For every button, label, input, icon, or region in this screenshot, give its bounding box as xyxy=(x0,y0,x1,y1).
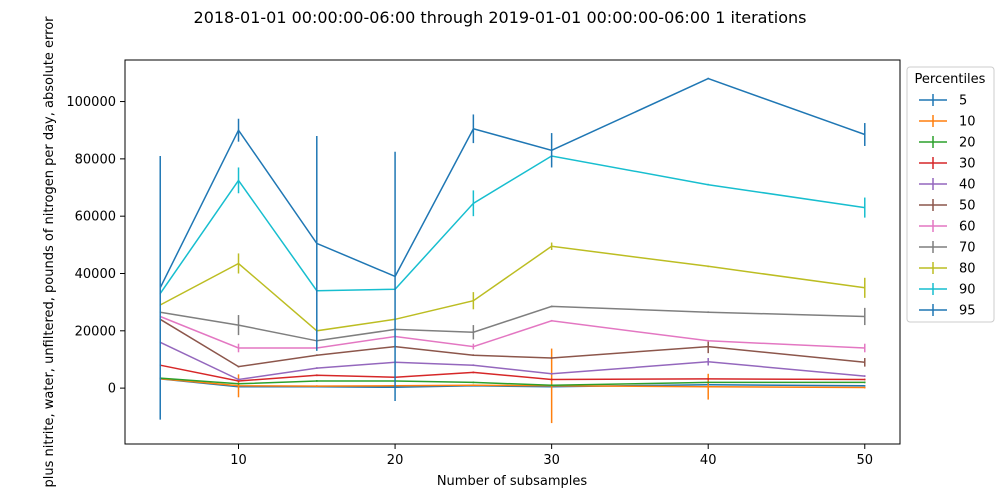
y-axis: 0 20000 40000 60000 80000 100000 xyxy=(66,95,125,397)
legend-frame xyxy=(906,66,995,323)
series-95 xyxy=(159,77,866,420)
x-tick-label: 50 xyxy=(856,453,873,468)
series-line xyxy=(159,315,865,349)
y-tick-label: 40000 xyxy=(75,267,116,282)
legend-label: 70 xyxy=(959,241,976,256)
x-tick-label: 40 xyxy=(700,453,717,468)
series-line xyxy=(159,245,865,332)
y-tick-label: 80000 xyxy=(75,152,116,167)
legend-label: 50 xyxy=(959,199,976,214)
x-tick-label: 10 xyxy=(230,453,247,468)
series-70 xyxy=(159,305,866,342)
series-line xyxy=(160,364,865,382)
series-line xyxy=(159,341,865,381)
y-tick-label: 20000 xyxy=(75,324,116,339)
chart-title: 2018-01-01 00:00:00-06:00 through 2019-0… xyxy=(194,8,807,27)
legend-label: 80 xyxy=(959,262,976,277)
series-50 xyxy=(159,318,866,368)
series-line xyxy=(160,377,865,389)
legend-label: 95 xyxy=(959,304,976,319)
legend-label: 60 xyxy=(959,220,976,235)
legend-title: Percentiles xyxy=(915,72,986,87)
plot-area xyxy=(124,59,901,445)
legend-label: 20 xyxy=(959,136,976,151)
y-tick-label: 60000 xyxy=(75,210,116,225)
x-tick-label: 20 xyxy=(387,453,404,468)
x-tick-label: 30 xyxy=(543,453,560,468)
series-80 xyxy=(159,242,866,332)
series-line xyxy=(159,77,866,289)
series-line xyxy=(159,318,865,368)
legend-label: 30 xyxy=(959,157,976,172)
legend-label: 90 xyxy=(959,283,976,298)
legend-label: 40 xyxy=(959,178,976,193)
series-line xyxy=(160,305,865,342)
series-line xyxy=(160,377,865,387)
legend-label: 5 xyxy=(959,94,967,109)
axes-frame xyxy=(124,59,901,445)
x-axis-label: Number of subsamples xyxy=(437,474,588,489)
series-layer xyxy=(159,77,866,424)
x-axis: 10 20 30 40 50 xyxy=(230,444,873,468)
legend-label: 10 xyxy=(959,115,976,130)
y-axis-label: plus nitrite, water, unfiltered, pounds … xyxy=(42,16,57,488)
series-60 xyxy=(159,315,866,353)
legend: Percentiles 5 10 20 30 40 50 60 70 80 90 95 xyxy=(906,66,995,323)
series-line xyxy=(159,155,865,295)
series-10 xyxy=(159,348,866,424)
series-20 xyxy=(159,377,866,387)
series-line xyxy=(160,378,865,389)
y-tick-label: 100000 xyxy=(66,95,116,110)
y-tick-label: 0 xyxy=(108,382,116,397)
